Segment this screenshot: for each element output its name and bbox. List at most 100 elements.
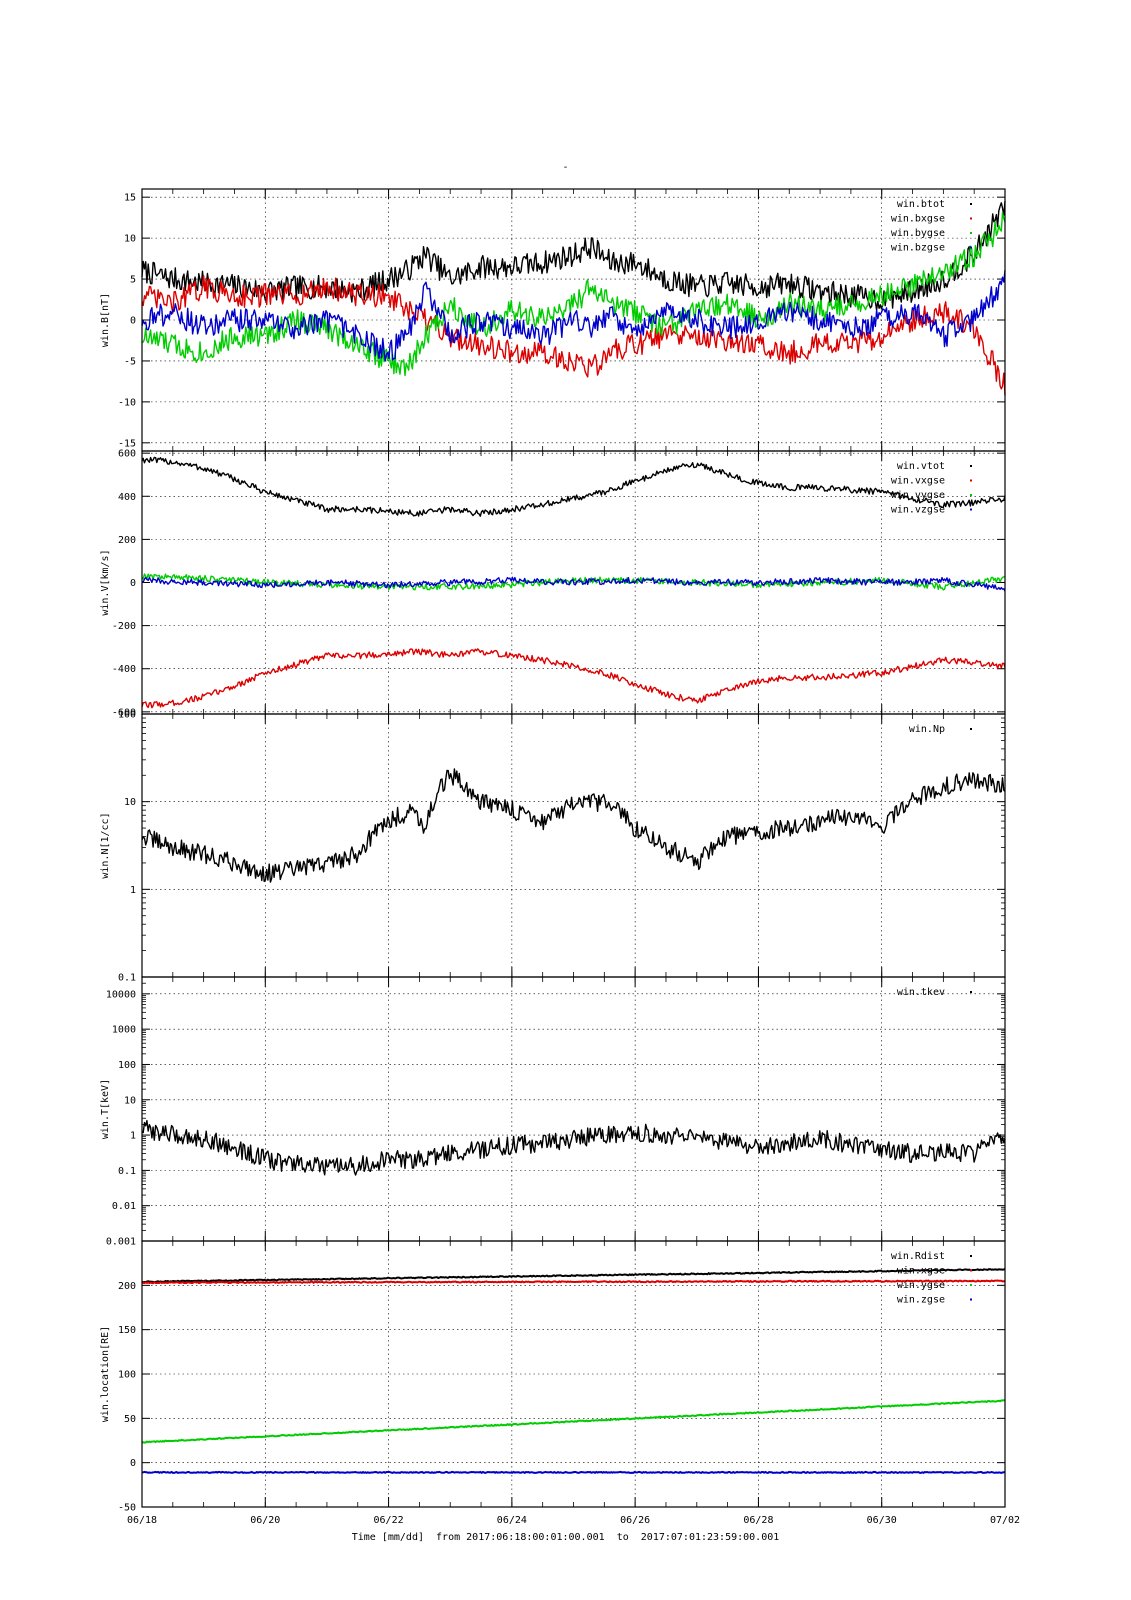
x-axis-prefix: Time [mm/dd] [351,1532,424,1543]
panel-5-ytick-label: 100 [118,1370,136,1381]
panel-3-ytick-label: 0.1 [118,973,136,984]
panel-3-series-1 [141,768,1006,883]
panel-1-ytick-label: -15 [118,438,136,449]
panel-1-series-trace [141,270,1006,362]
panel-4-ytick-label: 10000 [106,989,136,1000]
x-tick-label: 06/20 [250,1515,280,1526]
panel-4-ytick-label: 0.1 [118,1166,136,1177]
panel-1-series-3 [141,211,1006,377]
from-value: 2017:06:18:00:01:00.001 [466,1532,605,1543]
panel-3-ytick-label: 10 [124,797,136,808]
page-title: - [562,162,569,173]
panel-5-ytick-label: 0 [130,1458,136,1469]
panel-1-ytick-label: 5 [130,275,136,286]
panel-5-legend-swatch [970,1298,972,1301]
panel-5-series-trace [141,1268,1006,1284]
panel-5-ytick-label: 150 [118,1325,136,1336]
x-axis-title: Time [mm/dd] from 2017:06:18:00:01:00.00… [0,1532,1131,1543]
panel-2-legend-label: win.vxgse [891,476,945,487]
panel-1-legend-label: win.bzgse [891,243,945,254]
panel-2-ytick-label: 400 [118,492,136,503]
panel-2-series-trace [141,456,1006,517]
panel-2-legend-swatch [970,494,972,496]
panel-5-legend-label: win.Rdist [891,1251,945,1262]
panel-4-ytick-label: 1000 [112,1025,136,1036]
panel-2-ytick-label: -400 [112,664,136,675]
panel-1-legend-label: win.bygse [891,228,945,239]
panel-5-frame [141,1240,1006,1508]
panel-2-ytick-label: -200 [112,621,136,632]
panel-2-legend-swatch [970,508,972,511]
to-label: to [616,1532,629,1543]
panel-5-ylabel: win.location[RE] [100,1326,111,1422]
panel-3-ytick-label: 1 [130,885,136,896]
panel-5-legend-swatch [970,1255,972,1257]
panel-1-legend-label: win.btot [897,199,945,210]
panel-5-legend-swatch [970,1284,972,1286]
panel-2-series-trace [141,648,1006,709]
panel-5-series-trace [141,1470,1006,1474]
panel-4-legend-label: win.tkev [897,987,945,998]
panel-2-legend-swatch [970,465,972,467]
panel-3-frame [141,713,1006,978]
x-tick-label: 06/18 [127,1515,157,1526]
panel-2-ytick-label: 600 [118,449,136,460]
panel-1-legend-swatch [970,246,972,249]
panel-5-legend-label: win.ygse [897,1280,945,1291]
panel-2-series-trace [141,576,1006,592]
x-tick-label: 06/22 [374,1515,404,1526]
panel-4-ytick-label: 0.01 [112,1201,136,1212]
panel-1-ytick-label: 15 [124,193,136,204]
panel-2-series-1 [141,456,1006,517]
panel-3-ylabel: win.N[1/cc] [100,812,111,878]
x-tick-label: 06/24 [497,1515,527,1526]
panel-2-ytick-label: -600 [112,707,136,718]
panel-3-legend-swatch [970,728,972,730]
panel-1-ytick-label: -10 [118,397,136,408]
x-tick-label: 06/28 [743,1515,773,1526]
panel-5-series-1 [141,1268,1006,1284]
panel-4-ylabel: win.T[keV] [100,1079,111,1139]
panel-1-ylabel: win.B[nT] [100,293,111,347]
panel-1-series-1 [141,200,1006,311]
panel-4-ytick-label: 0.001 [106,1237,136,1248]
panel-4-ytick-label: 10 [124,1095,136,1106]
panel-1-series-trace [141,211,1006,377]
panel-1-legend-swatch [970,232,972,234]
x-tick-label: 06/30 [867,1515,897,1526]
from-label: from [436,1532,461,1543]
panel-2-series-2 [141,648,1006,709]
panel-5-series-trace [141,1399,1006,1444]
panel-3-ytick-label: 100 [118,710,136,721]
x-tick-label: 06/26 [620,1515,650,1526]
panel-2-legend-swatch [970,479,972,482]
panel-1-ytick-label: 0 [130,316,136,327]
panel-5-series-2 [141,1279,1005,1285]
panel-1-series-4 [141,270,1006,362]
panel-1-ytick-label: -5 [124,356,136,367]
panel-2-legend-label: win.vtot [897,461,945,472]
panel-1-series-trace [141,200,1006,311]
panel-5-series-trace [141,1279,1005,1285]
panel-3-series-trace [141,768,1006,883]
panel-5-legend-swatch [970,1269,972,1272]
panel-4-series-trace [141,1119,1006,1176]
panel-2-ytick-label: 200 [118,535,136,546]
to-value: 2017:07:01:23:59:00.001 [640,1532,780,1543]
panel-5-series-3 [141,1399,1006,1444]
panel-5-ytick-label: 200 [118,1281,136,1292]
panel-1-legend-swatch [970,217,972,220]
panel-1-ytick-label: 10 [124,234,136,245]
panel-2-legend-label: win.vzgse [891,505,945,516]
panel-4-legend-swatch [970,991,972,993]
panel-4-ytick-label: 1 [130,1131,136,1142]
panel-4-ytick-label: 100 [118,1060,136,1071]
panel-4-series-1 [141,1119,1006,1176]
panel-1-legend-label: win.bxgse [891,214,945,225]
panel-5-ytick-label: -50 [118,1503,136,1514]
panel-2-series-4 [141,576,1006,592]
x-tick-label: 07/02 [990,1515,1020,1526]
panel-2-ylabel: win.V[km/s] [100,549,111,615]
panel-5-legend-label: win.xgse [897,1266,945,1277]
